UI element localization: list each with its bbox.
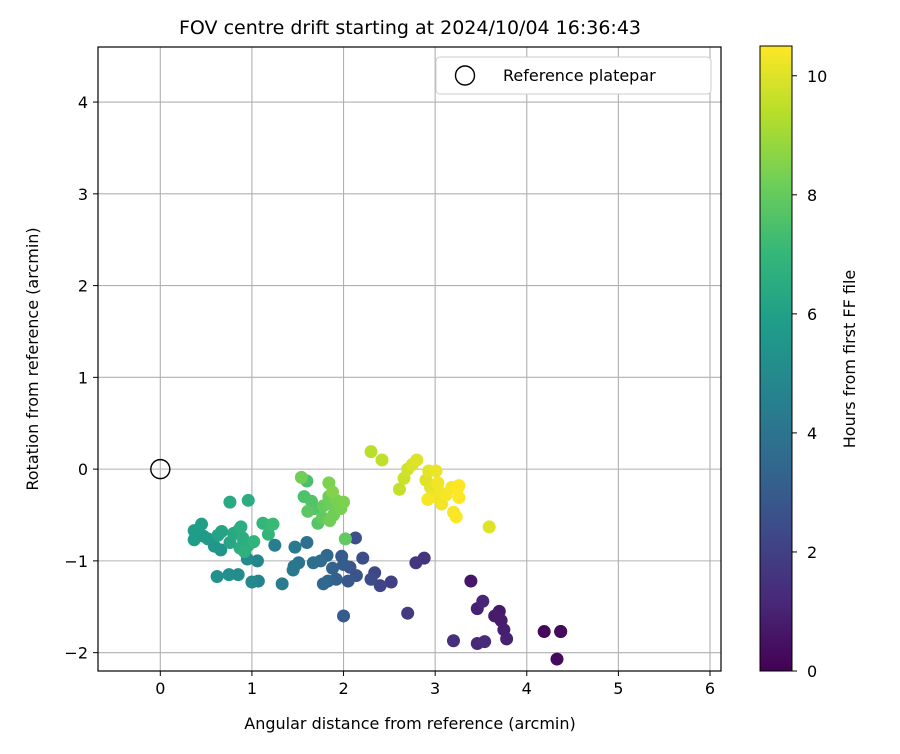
scatter-point: [268, 538, 282, 552]
scatter-point: [300, 536, 314, 550]
scatter-point: [234, 520, 248, 534]
x-tick-label: 0: [155, 679, 165, 698]
plot-frame: [97, 46, 722, 672]
scatter-point: [241, 493, 255, 507]
scatter-point: [288, 540, 302, 554]
scatter-point: [409, 556, 423, 570]
scatter-point: [215, 525, 229, 539]
scatter-point: [316, 577, 330, 591]
scatter-point: [337, 609, 351, 623]
scatter-point: [266, 517, 280, 531]
scatter-point: [392, 482, 406, 496]
y-tick-label: 4: [78, 93, 88, 112]
colorbar-ticks: 0 2 4 6 8 10: [792, 67, 827, 681]
scatter-point: [323, 514, 337, 528]
scatter-point: [384, 575, 398, 589]
scatter-point: [326, 485, 340, 499]
legend-entry-reference: Reference platepar: [503, 66, 656, 85]
legend-box: [435, 56, 712, 95]
scatter-point: [301, 504, 315, 518]
x-tick-label: 6: [705, 679, 715, 698]
scatter-point: [449, 510, 463, 524]
scatter-point: [245, 575, 259, 589]
scatter-point: [452, 479, 466, 493]
scatter-point: [356, 551, 370, 565]
reference-marker-layer: [150, 458, 171, 480]
colorbar-tick-label: 2: [807, 543, 817, 562]
scatter-point: [401, 606, 415, 620]
y-tick-label: 0: [78, 460, 88, 479]
scatter-point: [187, 533, 201, 547]
scatter-point: [464, 574, 478, 588]
scatter-point: [223, 495, 237, 509]
scatter-point: [364, 445, 378, 459]
legend: Reference platepar: [435, 56, 712, 95]
colorbar-tick-label: 10: [807, 67, 827, 86]
scatter-point: [348, 531, 362, 545]
colorbar-tick-label: 4: [807, 424, 817, 443]
scatter-point: [306, 556, 320, 570]
y-tick-label: 2: [78, 277, 88, 296]
scatter-point: [337, 495, 351, 509]
x-tick-label: 2: [338, 679, 348, 698]
scatter-point: [275, 577, 289, 591]
scatter-point: [238, 545, 252, 559]
scatter-point: [554, 625, 568, 639]
axis-ticks: 0 1 2 3 4 5 6 −2 −1 0 1 2 3 4: [64, 93, 715, 698]
scatter-point: [250, 554, 264, 568]
scatter-point: [338, 532, 352, 546]
legend-reference-marker: [454, 65, 476, 86]
chart-title: FOV centre drift starting at 2024/10/04 …: [179, 17, 641, 39]
colorbar: [759, 45, 793, 672]
scatter-point: [452, 491, 466, 505]
scatter-point: [247, 535, 261, 549]
x-tick-label: 5: [613, 679, 623, 698]
scatter-point: [375, 453, 389, 467]
y-tick-label: −2: [64, 644, 88, 663]
colorbar-tick-label: 0: [807, 662, 817, 681]
y-axis-label: Rotation from reference (arcmin): [23, 227, 42, 490]
scatter-point: [410, 453, 424, 467]
scatter-point: [482, 520, 496, 534]
scatter-point: [286, 563, 300, 577]
scatter-point: [210, 569, 224, 583]
scatter-point: [231, 568, 245, 582]
colorbar-tick-label: 6: [807, 305, 817, 324]
data-points: [187, 445, 568, 666]
scatter-point: [373, 579, 387, 593]
grid-lines: [98, 47, 721, 671]
scatter-point: [500, 632, 514, 646]
x-tick-label: 4: [522, 679, 532, 698]
scatter-point: [478, 635, 492, 649]
reference-platepar-marker: [150, 458, 171, 480]
scatter-point: [537, 625, 551, 639]
y-tick-label: 1: [78, 368, 88, 387]
scatter-point: [429, 464, 443, 478]
scatter-point: [476, 594, 490, 608]
scatter-point: [446, 634, 460, 648]
scatter-point: [550, 652, 564, 666]
colorbar-tick-label: 8: [807, 186, 817, 205]
scatter-point: [222, 568, 236, 582]
scatter-point: [294, 470, 308, 484]
scatter-point: [421, 492, 435, 506]
y-tick-label: −1: [64, 552, 88, 571]
scatter-point: [195, 517, 209, 531]
x-axis-label: Angular distance from reference (arcmin): [244, 714, 575, 733]
x-tick-label: 3: [430, 679, 440, 698]
scatter-point: [337, 558, 351, 572]
scatter-point: [326, 561, 340, 575]
scatter-point: [341, 574, 355, 588]
y-tick-label: 3: [78, 185, 88, 204]
colorbar-label: Hours from first FF file: [840, 270, 859, 449]
x-tick-label: 1: [247, 679, 257, 698]
scatter-point: [364, 572, 378, 586]
